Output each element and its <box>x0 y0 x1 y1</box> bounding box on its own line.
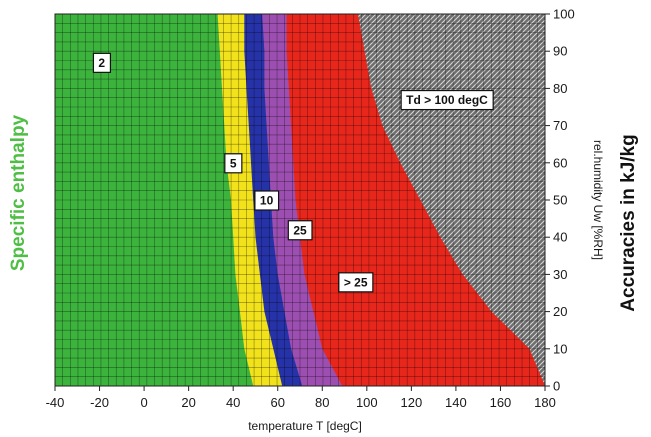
cell-grid <box>55 14 545 386</box>
y-tick-label: 90 <box>553 44 567 59</box>
plot-area: -40 -20 0 20 40 60 80 100 120 140 160 1800102030405… <box>46 7 575 411</box>
x-tick-label: 20 <box>181 395 195 410</box>
zone-label: 5 <box>224 153 243 174</box>
y-tick-label: 10 <box>553 341 567 356</box>
zone-label-box <box>338 272 374 293</box>
y-tick-label: 20 <box>553 304 567 319</box>
zone-label: 25 <box>287 220 313 241</box>
x-tick-label: 160 <box>490 395 512 410</box>
y-tick-label: 40 <box>553 230 567 245</box>
x-tick-label: 40 <box>226 395 240 410</box>
zone-label: 2 <box>92 52 112 73</box>
x-tick-label: 100 <box>356 395 378 410</box>
y-tick-label: 0 <box>553 379 560 394</box>
y-tick-label: 70 <box>553 118 567 133</box>
y-axis-title: rel.humidity Uw [%RH] <box>591 140 605 260</box>
x-tick-label: 120 <box>401 395 423 410</box>
zone-label: > 25 <box>338 272 374 293</box>
zone-label: Td > 100 degC <box>400 89 494 111</box>
zone-fills <box>55 14 545 386</box>
zone-label-text: Td > 100 degC <box>406 93 488 107</box>
zone-label-text: 10 <box>260 194 274 208</box>
zone-label-box <box>224 153 243 174</box>
x-tick-label: 80 <box>315 395 329 410</box>
y-tick-label: 60 <box>553 155 567 170</box>
x-axis-title: temperature T [degC] <box>248 419 362 433</box>
zone-label-text: 5 <box>230 156 237 170</box>
x-tick-label: -20 <box>90 395 109 410</box>
y-tick-label: 100 <box>553 7 575 22</box>
zone-label-box <box>287 220 313 241</box>
zone-label-box <box>400 89 494 111</box>
zone-label-text: > 25 <box>344 275 368 289</box>
zone-area-1 <box>55 14 254 386</box>
x-tick-label: 140 <box>445 395 467 410</box>
zone-label-text: 25 <box>293 223 307 237</box>
zone-label-box <box>254 190 280 211</box>
x-tick-label: 0 <box>140 395 147 410</box>
zone-label-box <box>92 52 112 73</box>
x-tick-label: 180 <box>534 395 556 410</box>
y-tick-label: 80 <box>553 81 567 96</box>
x-tick-label: -40 <box>46 395 65 410</box>
y-tick-label: 30 <box>553 267 567 282</box>
zone-label-text: 2 <box>98 56 105 70</box>
y-tick-label: 50 <box>553 193 567 208</box>
x-tick-label: 60 <box>270 395 284 410</box>
right-side-title: Accuracies in kJ/kg <box>618 134 639 311</box>
zone-label: 10 <box>254 190 280 211</box>
left-side-title: Specific enthalpy <box>8 114 29 271</box>
